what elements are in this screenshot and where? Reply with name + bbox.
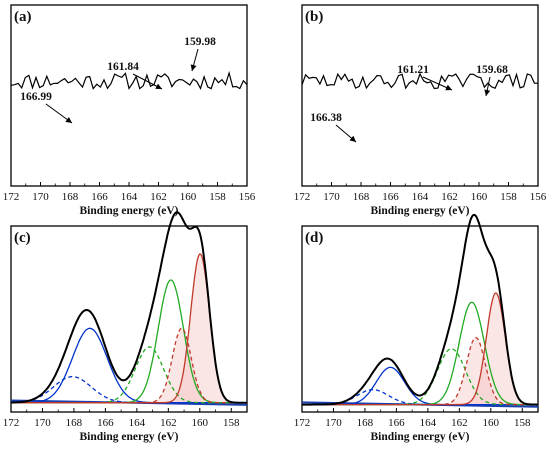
x-tick-label: 168: [66, 417, 83, 429]
component-solid-curve: [11, 327, 247, 404]
panel-d: 172 170 168 166 164 162 160 158 Binding energy (…: [294, 64, 539, 443]
panel-label: (d): [305, 230, 323, 246]
spectrum-line: [301, 72, 539, 90]
x-tick-label: 160: [192, 417, 209, 429]
x-tick-label: 168: [357, 417, 374, 429]
panel-label: (b): [305, 9, 323, 25]
peak-annotation: 166.38: [310, 112, 342, 124]
x-axis-label: Binding energy (eV): [79, 431, 178, 443]
x-tick-label: 164: [412, 191, 429, 203]
x-tick-label: 166: [388, 417, 405, 429]
x-tick-label: 166: [91, 191, 108, 203]
x-tick-label: 164: [420, 417, 437, 429]
annotation-arrow-head: [65, 117, 72, 123]
x-tick-label: 170: [325, 417, 342, 429]
plot-frame: [10, 225, 248, 413]
panel-a: 172 170 168 166 164 162 160 158 156 Binding energ…: [3, 4, 256, 217]
panel-c: 172 170 168 166 164 162 160 158 Binding energy (…: [3, 36, 248, 443]
x-tick-label: 156: [239, 191, 256, 203]
component-dashed-curve: [302, 348, 538, 406]
x-tick-label: 166: [97, 417, 114, 429]
peak-annotation: 159.98: [184, 36, 216, 48]
x-axis-label: Binding energy (eV): [370, 431, 469, 443]
x-tick-label: 172: [294, 417, 311, 429]
x-tick-label: 156: [530, 191, 547, 203]
x-tick-label: 160: [471, 191, 488, 203]
x-tick-label: 170: [34, 417, 51, 429]
x-tick-label: 162: [441, 191, 458, 203]
annotation-arrow-head: [155, 83, 162, 89]
panel-label: (a): [14, 9, 32, 25]
component-fill: [302, 337, 538, 405]
panel-b: 172 170 168 166 164 162 160 158 156 Binding energ…: [294, 4, 547, 217]
x-tick-label: 158: [223, 417, 240, 429]
component-dashed-curve: [11, 346, 247, 404]
peak-annotation: 166.99: [20, 91, 52, 103]
peak-annotation: 159.68: [476, 64, 508, 76]
x-axis-label: Binding energy (eV): [370, 205, 469, 217]
x-tick-label: 158: [514, 417, 531, 429]
plot-frame: [301, 225, 539, 413]
envelope-curve: [302, 213, 538, 406]
x-tick-label: 166: [382, 191, 399, 203]
component-dashed-curve: [11, 327, 247, 404]
envelope-curve: [10, 211, 247, 404]
x-tick-label: 168: [62, 191, 79, 203]
x-tick-label: 158: [500, 191, 517, 203]
component-fill: [11, 328, 247, 403]
x-tick-label: 162: [160, 417, 177, 429]
annotation-arrow-head: [190, 64, 197, 71]
x-axis-label: Binding energy (eV): [79, 205, 178, 217]
x-tick-label: 168: [353, 191, 370, 203]
x-tick-label: 158: [209, 191, 226, 203]
component-dashed-curve: [302, 336, 538, 406]
peak-annotation: 161.21: [397, 64, 429, 76]
x-tick-label: 164: [129, 417, 146, 429]
plot-frame: [301, 4, 539, 187]
x-tick-label: 172: [3, 417, 20, 429]
annotation-arrow-head: [445, 84, 452, 91]
x-tick-label: 160: [180, 191, 197, 203]
x-tick-label: 162: [150, 191, 167, 203]
x-tick-label: 164: [121, 191, 138, 203]
annotation-arrow-head: [484, 89, 491, 96]
peak-annotation: 161.84: [107, 61, 139, 73]
x-tick-label: 162: [451, 417, 468, 429]
x-tick-label: 172: [3, 191, 20, 203]
panel-label: (c): [14, 230, 31, 246]
x-tick-label: 170: [323, 191, 340, 203]
component-fill: [11, 254, 247, 403]
spectrum-line: [10, 70, 248, 90]
x-tick-label: 160: [483, 417, 500, 429]
x-tick-label: 170: [32, 191, 49, 203]
annotation-arrow-head: [349, 135, 356, 142]
component-fill: [302, 293, 538, 405]
x-tick-label: 172: [294, 191, 311, 203]
